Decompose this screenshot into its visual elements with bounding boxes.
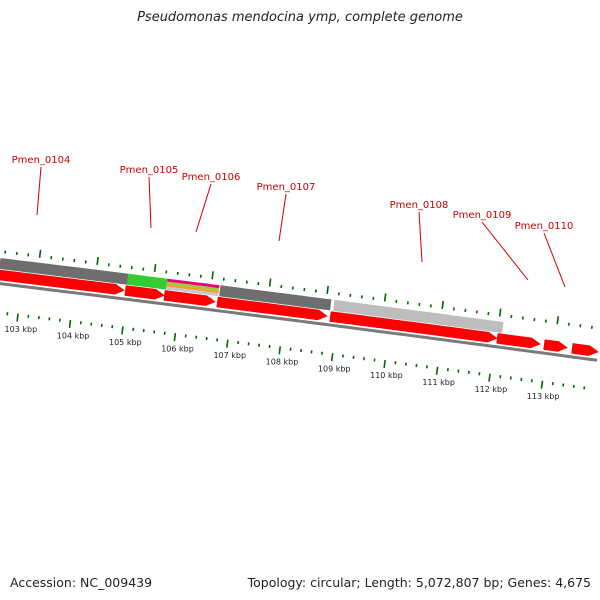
outer-tick [556,316,560,325]
scale-label: 103 kbp [5,325,38,334]
gene-label: Pmen_0105 [120,165,179,176]
scale-tick [540,380,544,389]
scale-label: 106 kbp [161,344,194,353]
cds-arrow [571,343,599,356]
outer-tick [96,256,99,265]
gene-leader-line [481,221,529,281]
outer-tick [268,278,272,287]
cds-arrow [124,285,165,300]
scale-tick [435,366,439,375]
scale-label: 110 kbp [370,371,403,380]
cds-track [0,269,599,356]
scale-label: 112 kbp [475,385,508,394]
cds-arrow [0,269,125,295]
cds-arrow [496,333,541,349]
scale-label: 109 kbp [318,364,351,373]
region-block [127,273,168,290]
outer-tick [383,293,387,302]
scale-tick [121,326,124,335]
cds-arrow [329,311,498,343]
gene-leader-line [36,166,42,216]
gene-leader-line [418,211,423,263]
region-block [166,286,219,297]
gene-label: Pmen_0108 [390,200,449,211]
scale-labels: 103 kbp 104 kbp 105 kbp 106 kbp 107 kbp 108 k… [5,325,560,401]
scale-tick [173,332,177,342]
region-block [167,278,220,289]
scale-tick [16,313,19,322]
cds-arrow [543,339,568,352]
scale-tick-ring [6,312,586,390]
gene-leader-line [148,176,152,229]
gene-leader-line [195,183,212,233]
map-title: Pseudomonas mendocina ymp, complete geno… [137,10,463,25]
region-block [166,281,220,291]
outer-tick [38,249,42,258]
scale-label: 113 kbp [527,392,560,401]
outer-tick [153,263,157,273]
cds-arrow [163,290,216,306]
scale-label: 111 kbp [422,378,455,387]
scale-label: 104 kbp [57,331,90,340]
gene-label: Pmen_0107 [257,182,316,193]
region-block [219,285,332,311]
region-block [166,284,219,294]
outer-tick [498,308,502,317]
gene-label: Pmen_0106 [182,172,241,183]
scale-label: 107 kbp [213,351,246,360]
region-block [0,258,129,285]
scale-tick [488,373,491,382]
accession-text: Accession: NC_009439 [10,575,153,590]
gene-label: Pmen_0109 [453,210,512,221]
scale-label: 108 kbp [266,358,299,367]
outer-tick-ring [4,249,593,329]
scale-tick [330,353,334,362]
region-block [333,299,504,333]
genome-summary-text: Topology: circular; Length: 5,072,807 bp… [247,575,591,590]
backbone-line [0,282,598,362]
scale-tick [226,339,229,348]
outer-tick [326,285,329,295]
gene-label: Pmen_0110 [515,221,574,232]
outer-tick [211,271,214,280]
scale-label: 105 kbp [109,338,142,347]
gene-leader-line [278,193,287,242]
scale-tick [68,319,72,329]
backbone-track [0,258,504,333]
cds-arrow [216,296,328,321]
gene-leader-line [543,232,566,288]
outer-tick [441,300,445,309]
feature-arrow-track [0,282,598,362]
scale-tick [383,359,386,368]
scale-tick [278,346,282,355]
gene-label: Pmen_0104 [12,155,71,166]
